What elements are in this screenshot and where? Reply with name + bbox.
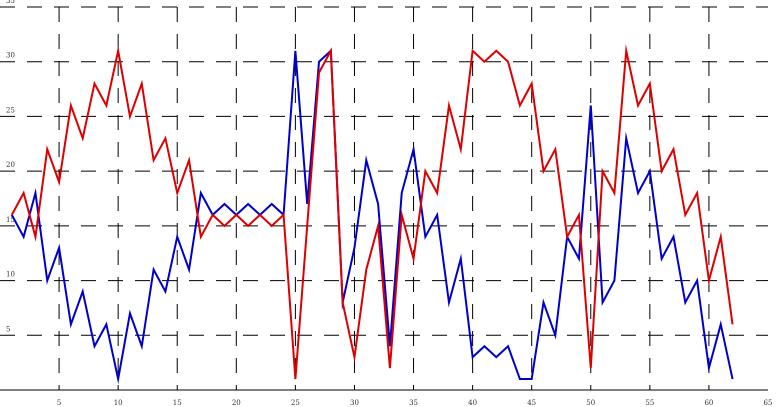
x-tick-label: 60 [704,399,713,407]
x-tick-label: 20 [232,399,241,407]
x-tick-label: 15 [173,399,182,407]
x-tick-label: 50 [586,399,595,407]
y-tick-label: 15 [6,216,15,224]
series-lines [10,43,734,385]
x-tick-label: 5 [57,399,61,407]
x-tick-label: 40 [468,399,477,407]
series-line-1 [10,48,734,385]
x-tick-label: 45 [527,399,536,407]
y-tick-label: 30 [6,52,15,60]
x-tick-label: 65 [764,399,773,407]
tick-labels: 5 10 15 20 25 30 35 40 45 50 55 60 65 5 10 15 20 25 30 35 [6,0,772,407]
y-tick-label: 5 [6,325,10,333]
y-tick-label: 20 [6,161,15,169]
series-line-2 [10,43,734,380]
x-tick-label: 30 [350,399,359,407]
x-tick-label: 25 [291,399,300,407]
y-tick-label: 35 [6,0,15,5]
y-tick-label: 25 [6,106,15,114]
x-tick-label: 10 [114,399,123,407]
y-tick-label: 10 [6,271,15,279]
x-tick-label: 55 [645,399,654,407]
x-tick-label: 35 [409,399,418,407]
